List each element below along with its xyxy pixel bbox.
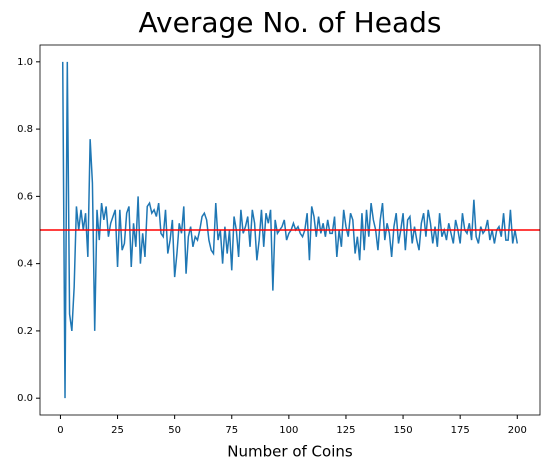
x-tick-label: 25: [111, 425, 124, 436]
x-tick-label: 75: [225, 425, 238, 436]
x-tick-label: 0: [57, 425, 63, 436]
x-tick-label: 150: [394, 425, 413, 436]
chart-title: Average No. of Heads: [139, 6, 442, 39]
y-tick-label: 1.0: [17, 57, 33, 68]
x-tick-label: 175: [451, 425, 470, 436]
y-tick-label: 0.8: [17, 124, 33, 135]
y-tick-label: 0.6: [17, 191, 33, 202]
data-line: [61, 61, 519, 399]
x-axis-label: Number of Coins: [227, 443, 353, 461]
x-tick-label: 125: [336, 425, 355, 436]
y-tick-label: 0.0: [17, 393, 33, 404]
plot-frame: [39, 44, 541, 416]
y-tick-label: 0.2: [17, 326, 33, 337]
x-tick-label: 100: [279, 425, 298, 436]
x-tick-label: 50: [168, 425, 181, 436]
y-tick-label: 0.4: [17, 259, 33, 270]
x-tick-label: 200: [508, 425, 527, 436]
